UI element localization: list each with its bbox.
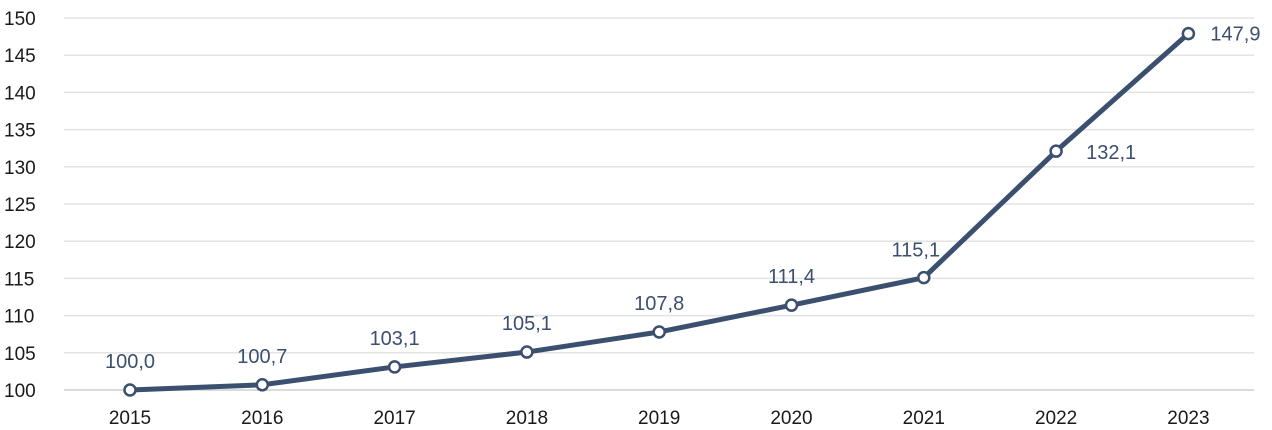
data-point-2019	[652, 325, 666, 339]
x-tick-label-2020: 2020	[770, 408, 812, 429]
y-tick-label-120: 120	[4, 232, 36, 253]
data-label-2020: 111,4	[768, 266, 815, 288]
y-axis: 100 105 110 115 120 125 130 135 140 145 150	[4, 9, 36, 402]
y-tick-label-100: 100	[4, 381, 36, 402]
data-label-2015: 100,0	[105, 351, 155, 373]
data-labels: 100,0 100,7 103,1 105,1 107,8 111,4 115,1 132,1…	[105, 24, 1260, 373]
y-tick-label-115: 115	[4, 269, 34, 290]
y-tick-label-130: 130	[4, 158, 36, 179]
data-label-2016: 100,7	[237, 346, 287, 368]
y-tick-label-135: 135	[4, 121, 36, 142]
x-tick-label-2016: 2016	[241, 408, 283, 429]
x-axis: 2015 2016 2017 2018 2019 2020 2021 2022 2023	[64, 389, 1254, 429]
data-point-2018	[520, 345, 534, 359]
data-point-2023	[1181, 26, 1196, 41]
y-tick-label-140: 140	[4, 83, 36, 104]
data-label-2023: 147,9	[1210, 24, 1260, 46]
x-tick-label-2023: 2023	[1167, 408, 1209, 429]
data-label-2017: 103,1	[370, 328, 420, 350]
data-point-2022	[1049, 144, 1063, 158]
data-label-2018: 105,1	[502, 313, 552, 335]
x-tick-label-2021: 2021	[903, 408, 945, 429]
y-tick-label-125: 125	[4, 195, 36, 216]
data-label-2021: 115,1	[892, 240, 941, 262]
x-tick-label-2018: 2018	[506, 408, 548, 429]
x-tick-label-2015: 2015	[109, 408, 151, 429]
data-point-2016	[255, 378, 270, 392]
y-tick-label-145: 145	[4, 46, 36, 67]
data-point-2021	[917, 270, 931, 285]
gridlines	[64, 17, 1254, 354]
y-tick-label-105: 105	[4, 344, 36, 365]
x-tick-label-2022: 2022	[1035, 408, 1077, 429]
data-point-2015	[123, 383, 137, 397]
data-point-2017	[387, 360, 402, 374]
series	[123, 26, 1196, 397]
data-point-2020	[784, 298, 799, 312]
y-tick-label-110: 110	[4, 307, 34, 328]
x-tick-label-2019: 2019	[638, 408, 680, 429]
data-label-2022: 132,1	[1086, 142, 1136, 164]
x-tick-label-2017: 2017	[373, 408, 415, 429]
data-label-2019: 107,8	[634, 293, 684, 315]
y-tick-label-150: 150	[4, 9, 36, 30]
